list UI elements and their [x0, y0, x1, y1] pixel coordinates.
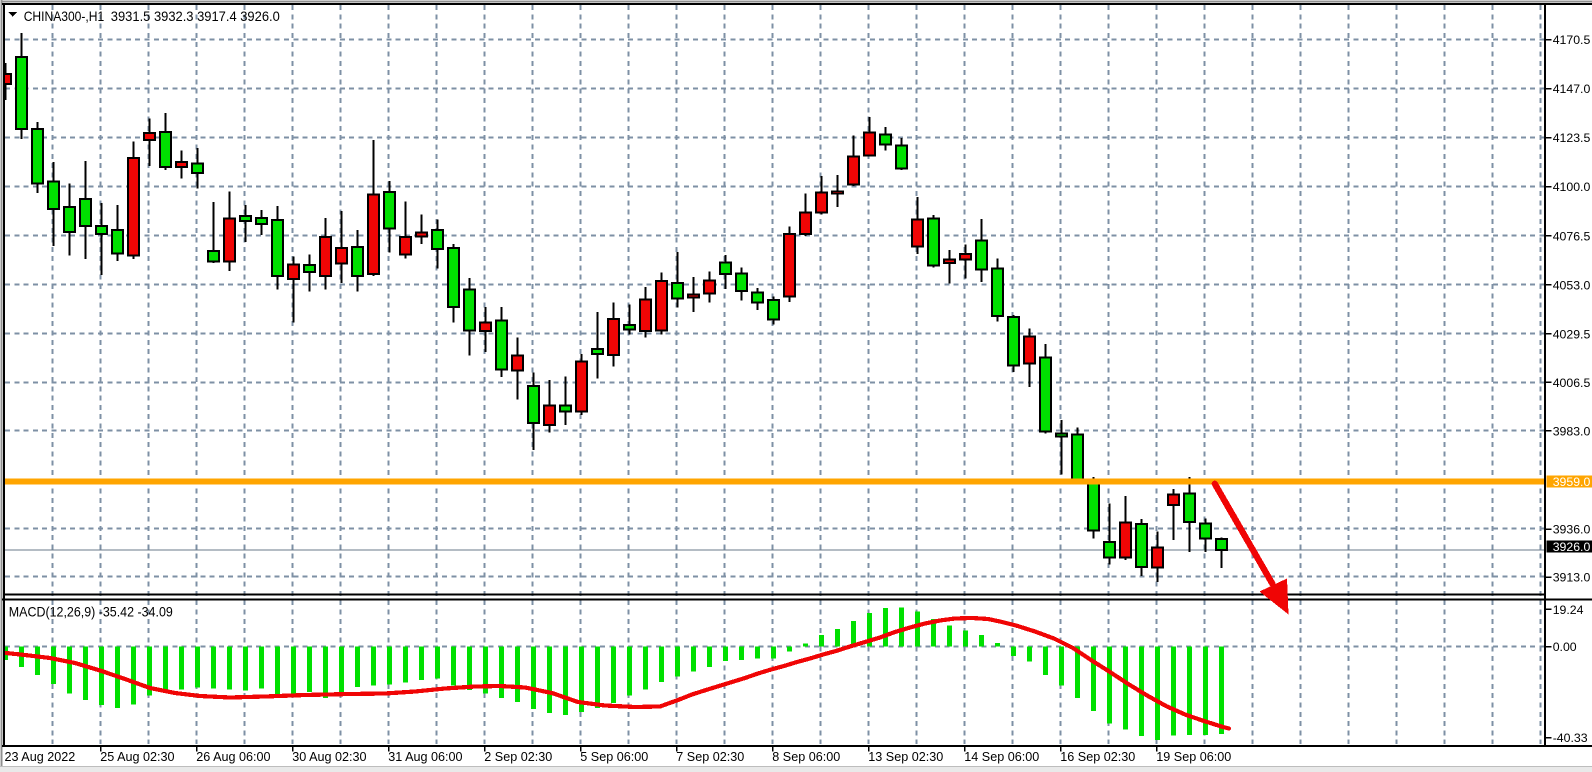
svg-text:2 Sep 02:30: 2 Sep 02:30 — [484, 750, 552, 764]
svg-text:14 Sep 06:00: 14 Sep 06:00 — [964, 750, 1039, 764]
svg-text:4123.5: 4123.5 — [1553, 131, 1591, 145]
svg-text:7 Sep 02:30: 7 Sep 02:30 — [676, 750, 744, 764]
svg-text:MACD(12,26,9) -35.42 -34.09: MACD(12,26,9) -35.42 -34.09 — [9, 604, 173, 620]
svg-text:3959.0: 3959.0 — [1553, 475, 1591, 489]
svg-text:8 Sep 06:00: 8 Sep 06:00 — [772, 750, 840, 764]
svg-text:13 Sep 02:30: 13 Sep 02:30 — [868, 750, 943, 764]
svg-text:3926.0: 3926.0 — [1553, 540, 1591, 554]
svg-text:26 Aug 06:00: 26 Aug 06:00 — [196, 750, 270, 764]
svg-text:0.00: 0.00 — [1553, 640, 1577, 654]
svg-text:25 Aug 02:30: 25 Aug 02:30 — [100, 750, 174, 764]
svg-text:3936.0: 3936.0 — [1553, 523, 1591, 537]
svg-text:4029.5: 4029.5 — [1553, 327, 1591, 341]
svg-text:5 Sep 06:00: 5 Sep 06:00 — [580, 750, 648, 764]
svg-text:4006.5: 4006.5 — [1553, 376, 1591, 390]
svg-text:4100.0: 4100.0 — [1553, 180, 1591, 194]
svg-text:4170.5: 4170.5 — [1553, 33, 1591, 47]
svg-text:3913.0: 3913.0 — [1553, 571, 1591, 585]
svg-text:30 Aug 02:30: 30 Aug 02:30 — [292, 750, 366, 764]
svg-text:23 Aug 2022: 23 Aug 2022 — [5, 750, 76, 764]
svg-text:4076.5: 4076.5 — [1553, 229, 1591, 243]
svg-text:19 Sep 06:00: 19 Sep 06:00 — [1156, 750, 1231, 764]
svg-text:31 Aug 06:00: 31 Aug 06:00 — [388, 750, 462, 764]
svg-text:19.24: 19.24 — [1553, 603, 1584, 617]
svg-text:16 Sep 02:30: 16 Sep 02:30 — [1060, 750, 1135, 764]
svg-text:4147.0: 4147.0 — [1553, 82, 1591, 96]
svg-text:3983.0: 3983.0 — [1553, 424, 1591, 438]
svg-text:4053.0: 4053.0 — [1553, 278, 1591, 292]
svg-text:-40.33: -40.33 — [1553, 731, 1588, 745]
svg-text:CHINA300-,H1: CHINA300-,H1 — [24, 8, 105, 24]
svg-text:3931.5 3932.3 3917.4 3926.0: 3931.5 3932.3 3917.4 3926.0 — [111, 8, 280, 24]
